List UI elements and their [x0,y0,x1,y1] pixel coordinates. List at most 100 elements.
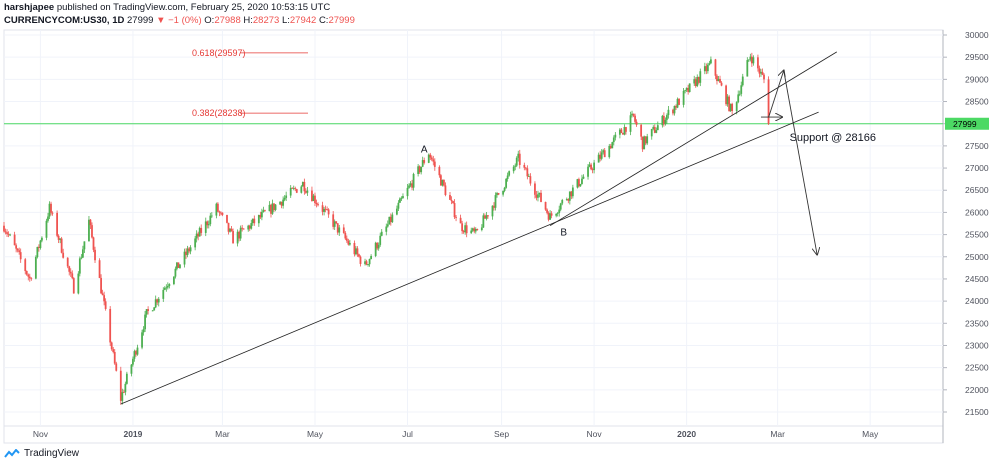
candle-up [666,115,668,120]
candle-up [397,202,400,209]
candle-up [673,105,676,114]
tradingview-footer[interactable]: TradingView [4,448,79,459]
candle-down [197,233,200,237]
candle-down [483,215,486,219]
candle-up [717,78,720,82]
price-tag [945,117,989,130]
candle-up [47,216,49,221]
candle-down [518,153,521,165]
candle-down [66,257,69,267]
candle-up [559,203,562,210]
candle-down [327,209,330,215]
price-tick-label: 25000 [965,252,989,262]
price-tick-label: 29000 [965,74,989,84]
candle-down [620,129,623,134]
candle-up [172,276,175,285]
candle-up [144,314,146,330]
publish-text: published on TradingView.com, February 2… [56,2,331,13]
candle-down [342,227,345,233]
candle-up [517,153,520,158]
candle-up [485,215,488,219]
candle-down [365,261,368,265]
candle-down [109,308,112,343]
candle-up [132,358,134,365]
candle-down [28,276,31,279]
candle-up [527,176,530,177]
time-axis[interactable]: Nov 2019 Mar May Jul Sep Nov 2020 Mar May [33,429,879,439]
candle-up [661,115,664,126]
candle-down [644,136,647,144]
candle-up [323,208,325,212]
candle-down [25,271,28,275]
candle-up [368,258,371,265]
candle-down [430,157,433,160]
candle-down [634,115,636,122]
time-tick-label: Nov [587,429,603,439]
candle-up [379,235,382,245]
candle-down [653,126,656,133]
candle-down [104,301,107,309]
candle-up [283,197,286,200]
candle-down [112,349,115,352]
candle-up [538,192,541,195]
candle-down [761,71,764,75]
candle-down [694,79,697,87]
candle-down [720,82,723,86]
price-tag-label: 27999 [953,119,977,129]
candle-down [429,154,432,158]
candle-down [547,212,550,220]
candle-down [465,225,468,234]
candle-up [708,63,711,65]
candle-down [345,238,348,241]
close-value: 27999 [328,15,355,26]
time-tick-label: May [307,429,324,439]
candle-up [650,128,653,137]
price-tick-label: 25500 [965,230,989,240]
price-tick-label: 23500 [965,318,989,328]
symbol-bar: CURRENCYCOM:US30, 1D 27999 ▼ −1 (0%) O:2… [4,15,355,27]
candle-down [98,260,101,278]
candle-down [72,278,75,294]
candle-up [209,215,212,225]
candle-down [200,227,203,233]
candle-down [453,203,456,218]
candle-down [226,214,228,223]
low-label: L: [281,15,290,26]
candle-up [81,249,84,258]
candle-down [462,231,465,233]
candle-down [640,124,643,137]
candle-up [505,178,508,188]
candle-up [48,203,51,217]
candle-up [247,225,250,230]
candle-up [747,59,750,61]
candle-up [292,188,295,190]
candle-up [696,76,699,87]
candle-down [227,222,230,232]
candle-down [253,218,256,224]
candle-down [687,87,690,93]
candle-down [678,98,680,105]
candle-up [279,201,281,205]
candle-up [402,196,404,199]
price-axis[interactable]: 3000029500290002850028000275002700026500… [943,30,989,417]
author-name[interactable]: harshjapee [4,2,55,13]
trendline-1 [120,111,819,405]
candle-up [470,230,473,234]
candle-up [236,231,239,244]
candle-down [461,223,464,232]
candle-down [757,57,759,69]
annotation-label: B [560,228,567,239]
candle-down [100,277,102,294]
candle-down [750,56,753,64]
candle-up [207,224,210,226]
candle-up [480,227,483,231]
candle-up [549,213,552,220]
candle-down [218,211,221,213]
candle-up [34,257,37,279]
candle-up [380,231,383,236]
candle-down [304,191,307,193]
candle-down [62,252,65,258]
candle-down [7,233,10,235]
candle-up [556,213,559,214]
